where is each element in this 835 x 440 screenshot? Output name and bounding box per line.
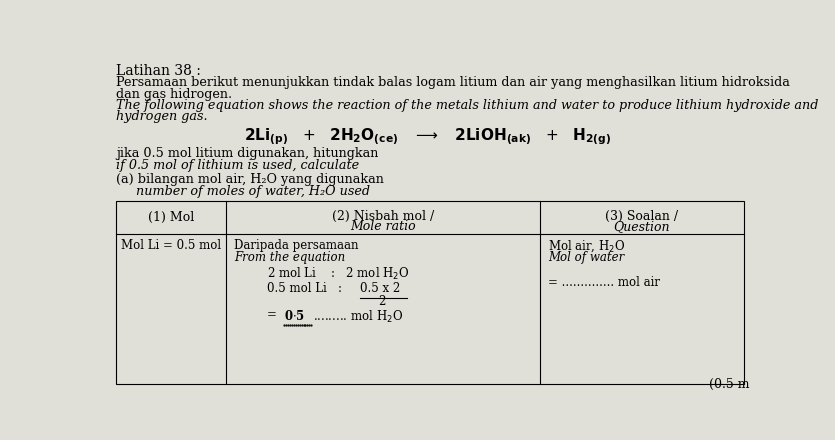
Text: 2 mol Li    :   2 mol H$_2$O: 2 mol Li : 2 mol H$_2$O <box>266 266 409 282</box>
Text: The following equation shows the reaction of the metals lithium and water to pro: The following equation shows the reactio… <box>116 99 818 112</box>
Text: Daripada persamaan: Daripada persamaan <box>235 239 359 252</box>
Text: if 0.5 mol of lithium is used, calculate: if 0.5 mol of lithium is used, calculate <box>116 158 359 172</box>
Text: Mol of water: Mol of water <box>548 251 625 264</box>
Text: dan gas hidrogen.: dan gas hidrogen. <box>116 88 232 101</box>
Text: (0.5 m: (0.5 m <box>709 378 750 391</box>
Text: jika 0.5 mol litium digunakan, hitungkan: jika 0.5 mol litium digunakan, hitungkan <box>116 147 378 160</box>
Text: hydrogen gas.: hydrogen gas. <box>116 110 208 123</box>
Text: 2: 2 <box>378 295 386 308</box>
Text: (a) bilangan mol air, H₂O yang digunakan: (a) bilangan mol air, H₂O yang digunakan <box>116 173 384 186</box>
Text: Question: Question <box>614 220 670 233</box>
Text: ......... mol H$_2$O: ......... mol H$_2$O <box>313 308 403 325</box>
Text: 0.5 x 2: 0.5 x 2 <box>361 282 401 295</box>
Text: 0$\cdot$5: 0$\cdot$5 <box>284 308 306 323</box>
Text: number of moles of water, H₂O used: number of moles of water, H₂O used <box>116 185 370 198</box>
Text: Mol air, H$_2$O: Mol air, H$_2$O <box>548 239 625 254</box>
Text: (3) Soalan /: (3) Soalan / <box>605 209 678 223</box>
Text: 0.5 mol Li   :: 0.5 mol Li : <box>266 282 349 295</box>
Text: Latihan 38 :: Latihan 38 : <box>116 64 201 77</box>
Text: From the equation: From the equation <box>235 251 346 264</box>
Text: Mole ratio: Mole ratio <box>350 220 416 233</box>
Text: Persamaan berikut menunjukkan tindak balas logam litium dan air yang menghasilka: Persamaan berikut menunjukkan tindak bal… <box>116 76 790 89</box>
Text: $\mathbf{2Li_{(p)}}$   $+$   $\mathbf{2H_2O_{(ce)}}$   $\longrightarrow$   $\mat: $\mathbf{2Li_{(p)}}$ $+$ $\mathbf{2H_2O_… <box>245 127 611 147</box>
Bar <box>116 201 744 384</box>
Text: = .............. mol air: = .............. mol air <box>548 276 660 290</box>
Text: =: = <box>266 308 276 322</box>
Text: (2) Nisbah mol /: (2) Nisbah mol / <box>331 209 434 223</box>
Text: (1) Mol: (1) Mol <box>148 211 194 224</box>
Text: Mol Li = 0.5 mol: Mol Li = 0.5 mol <box>121 239 221 252</box>
